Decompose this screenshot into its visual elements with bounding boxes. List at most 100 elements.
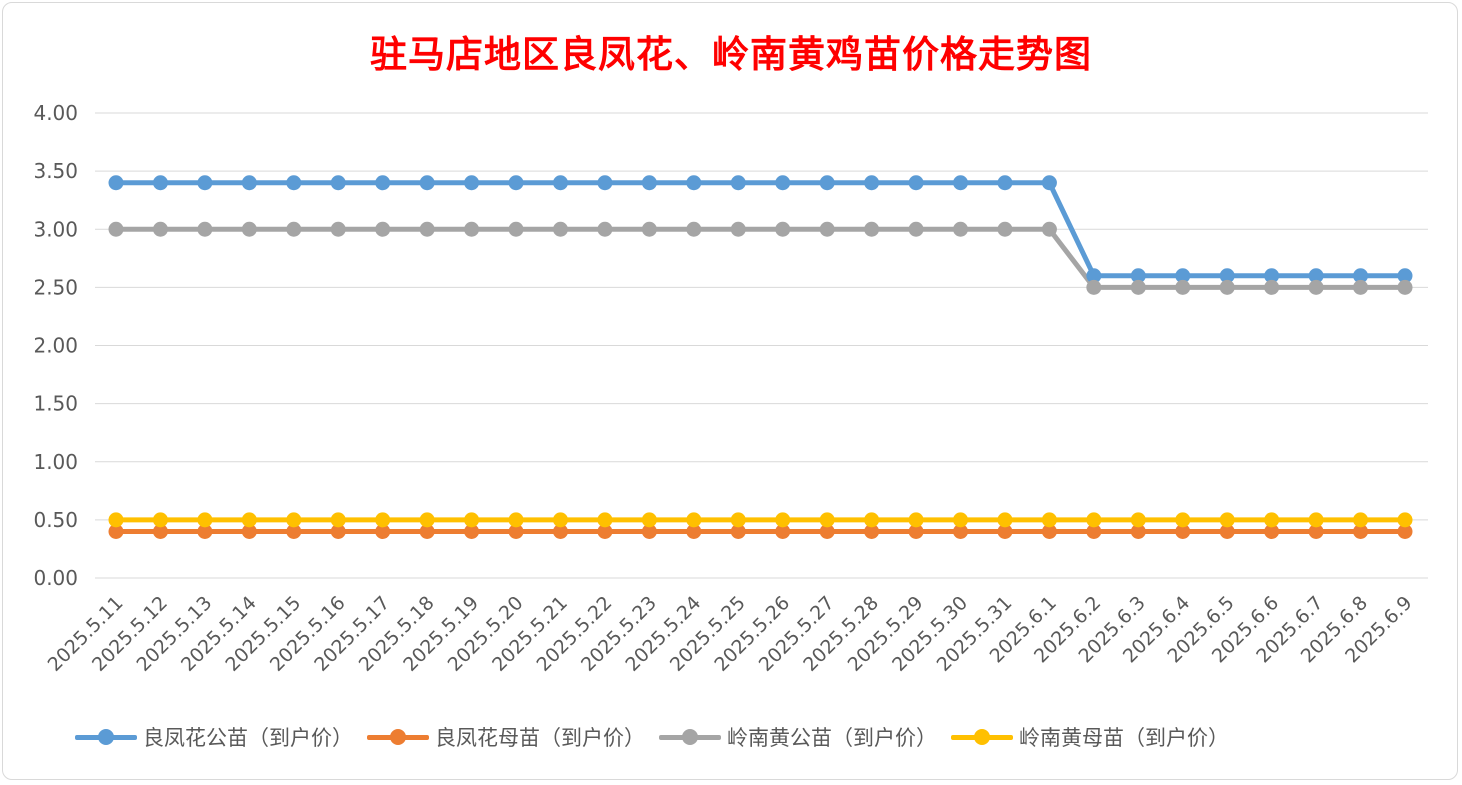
data-point bbox=[1086, 268, 1102, 284]
data-point bbox=[197, 175, 213, 191]
data-point bbox=[1397, 268, 1413, 284]
data-point bbox=[508, 512, 524, 528]
data-point bbox=[241, 524, 257, 539]
y-tick-label: 3.50 bbox=[33, 159, 78, 183]
data-point bbox=[1264, 279, 1280, 295]
data-point bbox=[686, 524, 702, 539]
data-point bbox=[1353, 524, 1369, 539]
data-point bbox=[1086, 524, 1102, 539]
data-point bbox=[997, 512, 1013, 528]
data-point bbox=[197, 524, 213, 539]
data-point bbox=[819, 221, 835, 237]
data-point bbox=[286, 221, 302, 237]
data-point bbox=[241, 221, 257, 237]
series-points bbox=[108, 175, 1413, 539]
data-point bbox=[108, 175, 124, 191]
data-point bbox=[597, 175, 613, 191]
data-point bbox=[997, 221, 1013, 237]
legend-label: 岭南黄母苗（到户价） bbox=[1019, 726, 1229, 750]
data-point bbox=[1086, 512, 1102, 528]
data-point bbox=[908, 524, 924, 539]
data-point bbox=[419, 512, 435, 528]
data-point bbox=[1219, 268, 1235, 284]
data-point bbox=[641, 175, 657, 191]
data-point bbox=[1175, 279, 1191, 295]
data-point bbox=[1308, 279, 1324, 295]
data-point bbox=[197, 221, 213, 237]
data-point bbox=[730, 524, 746, 539]
data-point bbox=[1353, 279, 1369, 295]
data-point bbox=[1264, 524, 1280, 539]
data-point bbox=[1041, 512, 1057, 528]
data-point bbox=[1308, 524, 1324, 539]
data-point bbox=[108, 221, 124, 237]
data-point bbox=[464, 512, 480, 528]
data-point bbox=[241, 175, 257, 191]
data-point bbox=[508, 221, 524, 237]
data-point bbox=[775, 221, 791, 237]
data-point bbox=[819, 175, 835, 191]
data-point bbox=[330, 221, 346, 237]
data-point bbox=[597, 512, 613, 528]
data-point bbox=[1353, 268, 1369, 284]
data-point bbox=[597, 524, 613, 539]
y-tick-label: 0.50 bbox=[33, 508, 78, 532]
data-point bbox=[953, 221, 969, 237]
data-point bbox=[152, 524, 168, 539]
legend-swatch bbox=[367, 722, 429, 752]
data-point bbox=[1264, 512, 1280, 528]
y-tick-label: 4.00 bbox=[33, 101, 78, 125]
data-point bbox=[864, 512, 880, 528]
data-point bbox=[686, 175, 702, 191]
data-point bbox=[1175, 268, 1191, 284]
data-point bbox=[597, 221, 613, 237]
data-point bbox=[419, 175, 435, 191]
legend-swatch bbox=[75, 722, 137, 752]
y-tick-label: 3.00 bbox=[33, 217, 78, 241]
data-point bbox=[552, 524, 568, 539]
data-point bbox=[1219, 512, 1235, 528]
y-tick-label: 1.50 bbox=[33, 392, 78, 416]
data-point bbox=[1130, 268, 1146, 284]
legend-item: 良凤花母苗（到户价） bbox=[367, 722, 645, 752]
legend-label: 良凤花母苗（到户价） bbox=[435, 726, 645, 750]
data-point bbox=[330, 175, 346, 191]
data-point bbox=[419, 221, 435, 237]
data-point bbox=[375, 221, 391, 237]
chart-title: 驻马店地区良凤花、岭南黄鸡苗价格走势图 bbox=[370, 32, 1092, 76]
data-point bbox=[286, 512, 302, 528]
legend-label: 岭南黄公苗（到户价） bbox=[727, 726, 937, 750]
data-point bbox=[686, 221, 702, 237]
data-point bbox=[641, 524, 657, 539]
data-point bbox=[419, 524, 435, 539]
y-tick-label: 2.50 bbox=[33, 275, 78, 299]
data-point bbox=[908, 175, 924, 191]
data-point bbox=[464, 524, 480, 539]
legend-item: 岭南黄公苗（到户价） bbox=[659, 722, 937, 752]
data-point bbox=[1041, 524, 1057, 539]
data-point bbox=[730, 175, 746, 191]
data-point bbox=[1219, 279, 1235, 295]
data-point bbox=[375, 175, 391, 191]
legend-item: 岭南黄母苗（到户价） bbox=[951, 722, 1229, 752]
data-point bbox=[552, 221, 568, 237]
data-point bbox=[197, 512, 213, 528]
series-line bbox=[116, 226, 1405, 290]
y-tick-label: 2.00 bbox=[33, 334, 78, 358]
data-point bbox=[819, 512, 835, 528]
x-axis-ticks: 2025.5.112025.5.122025.5.132025.5.142025… bbox=[44, 592, 1417, 676]
data-point bbox=[286, 175, 302, 191]
y-axis-ticks: 0.00 0.50 1.00 1.50 2.00 2.50 3.00 3.50 4.00 bbox=[33, 101, 78, 590]
y-tick-label: 1.00 bbox=[33, 450, 78, 474]
data-point bbox=[641, 221, 657, 237]
data-point bbox=[1308, 268, 1324, 284]
data-point bbox=[730, 221, 746, 237]
data-point bbox=[775, 175, 791, 191]
data-point bbox=[330, 524, 346, 539]
data-point bbox=[375, 524, 391, 539]
data-point bbox=[775, 512, 791, 528]
y-tick-label: 0.00 bbox=[33, 566, 78, 590]
